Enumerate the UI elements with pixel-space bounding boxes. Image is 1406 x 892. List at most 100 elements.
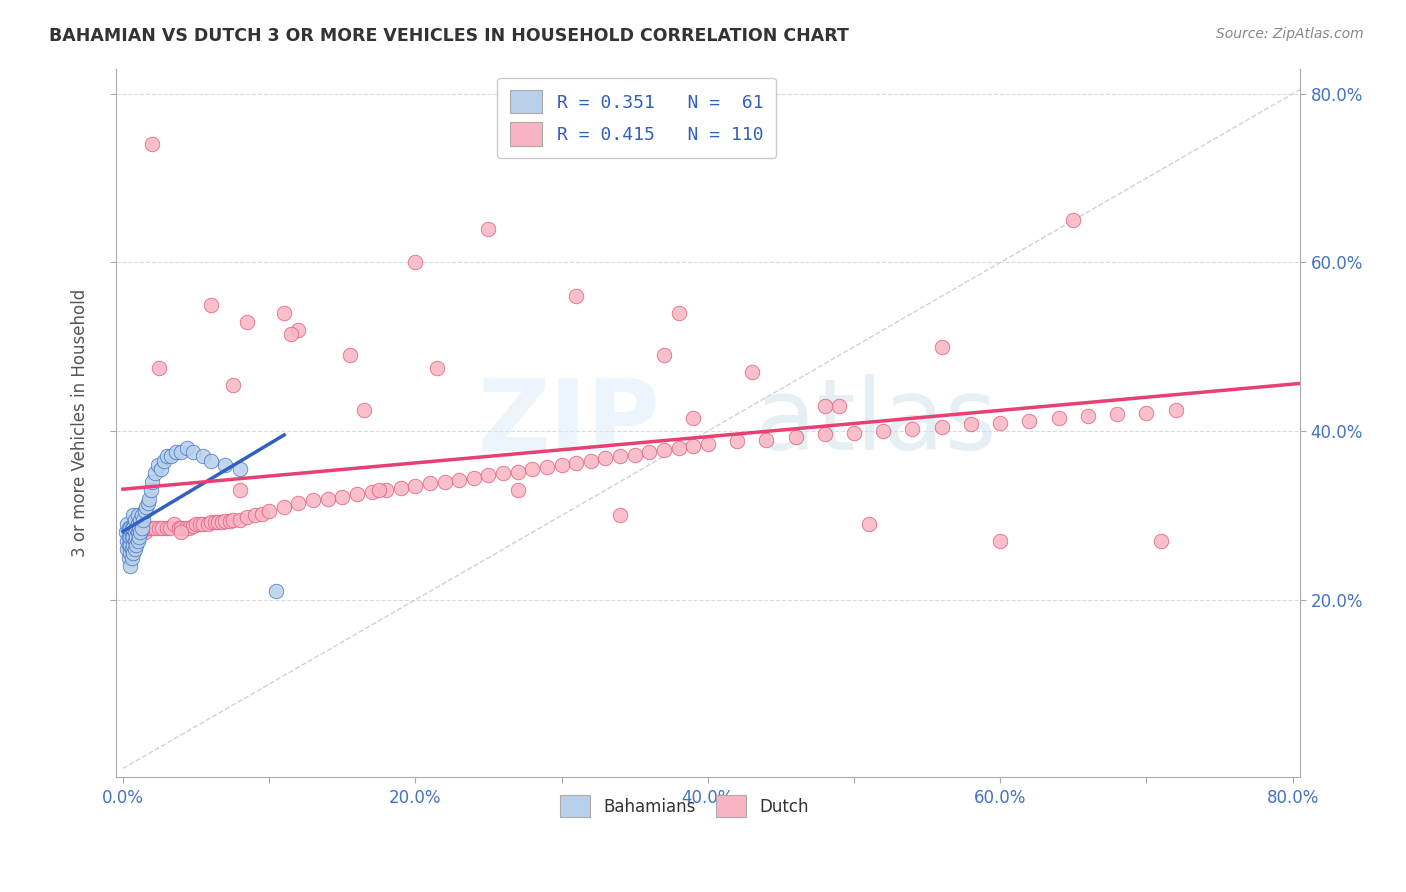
Point	[1164, 403, 1187, 417]
Point	[243, 508, 266, 523]
Point	[124, 513, 146, 527]
Point	[146, 458, 169, 472]
Point	[121, 550, 143, 565]
Point	[273, 500, 295, 514]
Point	[1062, 213, 1084, 227]
Point	[1047, 411, 1070, 425]
Point	[449, 473, 471, 487]
Point	[330, 490, 353, 504]
Point	[143, 467, 166, 481]
Point	[117, 542, 139, 557]
Point	[623, 448, 645, 462]
Point	[131, 508, 153, 523]
Point	[287, 323, 309, 337]
Point	[988, 533, 1011, 548]
Point	[565, 289, 588, 303]
Point	[1077, 409, 1099, 423]
Point	[858, 516, 880, 531]
Point	[118, 550, 141, 565]
Point	[127, 529, 149, 543]
Point	[181, 518, 204, 533]
Point	[125, 521, 148, 535]
Point	[273, 306, 295, 320]
Point	[139, 483, 162, 498]
Point	[316, 491, 339, 506]
Point	[682, 411, 704, 425]
Point	[280, 327, 302, 342]
Point	[652, 442, 675, 457]
Point	[266, 584, 288, 599]
Point	[741, 365, 763, 379]
Point	[120, 559, 142, 574]
Point	[128, 521, 150, 535]
Point	[204, 515, 226, 529]
Point	[477, 221, 499, 235]
Point	[121, 542, 143, 557]
Point	[129, 525, 152, 540]
Point	[149, 462, 172, 476]
Point	[125, 529, 148, 543]
Point	[353, 403, 375, 417]
Point	[131, 521, 153, 535]
Point	[652, 348, 675, 362]
Point	[127, 533, 149, 548]
Point	[221, 513, 243, 527]
Point	[506, 465, 529, 479]
Point	[404, 479, 426, 493]
Point	[136, 496, 159, 510]
Point	[828, 399, 851, 413]
Point	[360, 484, 382, 499]
Point	[120, 529, 142, 543]
Point	[170, 525, 193, 540]
Legend: Bahamians, Dutch: Bahamians, Dutch	[551, 787, 817, 825]
Point	[115, 525, 138, 540]
Point	[120, 521, 142, 535]
Point	[426, 360, 449, 375]
Point	[127, 516, 149, 531]
Point	[174, 521, 197, 535]
Point	[200, 515, 222, 529]
Point	[118, 538, 141, 552]
Point	[609, 508, 631, 523]
Point	[184, 516, 207, 531]
Point	[229, 513, 252, 527]
Point	[176, 441, 198, 455]
Point	[842, 425, 865, 440]
Point	[156, 450, 179, 464]
Point	[901, 422, 924, 436]
Point	[595, 451, 617, 466]
Point	[1018, 414, 1040, 428]
Point	[506, 483, 529, 498]
Point	[463, 470, 485, 484]
Point	[141, 521, 163, 535]
Point	[1107, 407, 1129, 421]
Point	[193, 450, 215, 464]
Point	[159, 521, 181, 535]
Point	[668, 441, 690, 455]
Point	[492, 467, 515, 481]
Point	[127, 525, 149, 540]
Point	[236, 510, 259, 524]
Text: Source: ZipAtlas.com: Source: ZipAtlas.com	[1216, 27, 1364, 41]
Point	[122, 538, 145, 552]
Point	[872, 424, 894, 438]
Point	[160, 450, 183, 464]
Point	[170, 521, 193, 535]
Point	[477, 467, 499, 482]
Point	[122, 533, 145, 548]
Point	[302, 493, 325, 508]
Point	[960, 417, 983, 432]
Point	[134, 525, 156, 540]
Point	[165, 445, 187, 459]
Point	[148, 360, 170, 375]
Point	[181, 445, 204, 459]
Point	[193, 516, 215, 531]
Point	[156, 521, 179, 535]
Point	[1135, 406, 1157, 420]
Point	[696, 437, 718, 451]
Point	[148, 521, 170, 535]
Point	[755, 433, 778, 447]
Point	[117, 533, 139, 548]
Point	[214, 514, 236, 528]
Text: atlas: atlas	[755, 374, 997, 471]
